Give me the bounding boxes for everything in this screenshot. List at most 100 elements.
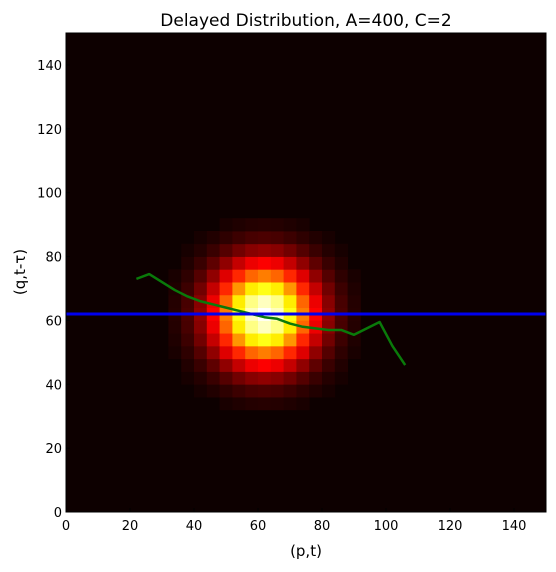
heatmap-cell (283, 218, 297, 232)
heatmap-cell (232, 371, 246, 385)
y-tick-label: 100 (37, 187, 62, 202)
plot-frame (65, 32, 547, 513)
heatmap-cell (270, 371, 284, 385)
heatmap-cell (181, 345, 195, 360)
heatmap-cell (258, 243, 272, 257)
heatmap-cell (283, 384, 297, 398)
heatmap-cell (347, 269, 361, 283)
heatmap-cell (296, 397, 310, 411)
heatmap-cell (296, 282, 310, 296)
heatmap-cell (270, 218, 284, 232)
heatmap-cell (232, 256, 246, 270)
heatmap-cell (232, 230, 246, 245)
heatmap-cell (245, 230, 259, 245)
heatmap-cell (258, 397, 272, 411)
heatmap-cell (206, 384, 220, 398)
heatmap-cell (245, 333, 259, 347)
heatmap-cell (283, 345, 297, 360)
heatmap-cell (270, 243, 284, 257)
heatmap-cell (206, 269, 220, 283)
heatmap-cell (181, 282, 195, 296)
heatmap-cell (245, 384, 259, 398)
heatmap-cell (309, 320, 323, 334)
heatmap-cell (309, 243, 323, 257)
heatmap-cell (258, 345, 272, 360)
heatmap-cell (296, 218, 310, 232)
x-tick-label: 100 (374, 519, 399, 534)
x-tick-label: 60 (250, 519, 267, 534)
heatmap-cell (245, 358, 259, 372)
heatmap-cell (232, 358, 246, 372)
heatmap-cell (347, 345, 361, 360)
x-axis: 0 20 40 60 80 100 120 140 (62, 508, 526, 534)
heatmap-cell (181, 269, 195, 283)
heatmap-cell (219, 218, 233, 232)
heatmap-cell (309, 371, 323, 385)
heatmap-cell (270, 384, 284, 398)
heatmap-cell (270, 294, 284, 309)
heatmap-cell (296, 256, 310, 270)
heatmap-cell (194, 282, 208, 296)
heatmap-cell (322, 243, 336, 257)
heatmap-cell (347, 333, 361, 347)
heatmap-cell (296, 384, 310, 398)
y-axis: 0 20 40 60 80 100 120 140 (37, 59, 70, 521)
heatmap-cell (270, 230, 284, 245)
heatmap-cell (206, 243, 220, 257)
heatmap-cell (232, 269, 246, 283)
heatmap-cell (206, 320, 220, 334)
heatmap-cell (194, 269, 208, 283)
heatmap-cell (219, 358, 233, 372)
heatmap-cell (347, 294, 361, 309)
heatmap-cell (258, 230, 272, 245)
heatmap-cell (296, 345, 310, 360)
y-tick-label: 40 (45, 378, 62, 393)
heatmap-cell (283, 294, 297, 309)
heatmap-cell (322, 230, 336, 245)
heatmap-cell (296, 243, 310, 257)
heatmap-cell (168, 294, 182, 309)
heatmap-cell (206, 230, 220, 245)
heatmap-cell (232, 384, 246, 398)
heatmap-cell (206, 358, 220, 372)
heatmap-cell (245, 218, 259, 232)
heatmap-cell (194, 243, 208, 257)
heatmap-cell (194, 333, 208, 347)
heatmap-cell (245, 397, 259, 411)
heatmap-cell (270, 345, 284, 360)
heatmap-cell (194, 384, 208, 398)
heatmap-cell (270, 269, 284, 283)
heatmap-cell (168, 269, 182, 283)
heatmap-cell (270, 333, 284, 347)
heatmap-cell (232, 218, 246, 232)
heatmap-cell (258, 384, 272, 398)
heatmap-cell (232, 345, 246, 360)
heatmap-cell (194, 358, 208, 372)
heatmap-cell (181, 243, 195, 257)
heatmap-cell (283, 333, 297, 347)
data-series-line (135, 272, 407, 366)
heatmap-cell (309, 333, 323, 347)
heatmap-cell (296, 269, 310, 283)
heatmap-cell (219, 397, 233, 411)
x-tick-label: 40 (186, 519, 203, 534)
heatmap-cell (219, 269, 233, 283)
heatmap-cell (206, 371, 220, 385)
heatmap-cell (296, 371, 310, 385)
y-tick-label: 0 (54, 506, 62, 521)
heatmap-cell (322, 371, 336, 385)
heatmap-cell (258, 333, 272, 347)
heatmap-cell (258, 358, 272, 372)
heatmap-cell (296, 230, 310, 245)
heatmap-cell (322, 384, 336, 398)
heatmap-cell (232, 294, 246, 309)
heatmap-cell (309, 269, 323, 283)
heatmap-cell (334, 345, 348, 360)
heatmap-cell (232, 333, 246, 347)
heatmap-cell (168, 345, 182, 360)
series-lines (66, 272, 546, 366)
heatmap-cell (347, 282, 361, 296)
heatmap-cell (270, 358, 284, 372)
y-axis-label: (q,t-τ) (11, 249, 29, 295)
heatmap-cell (283, 256, 297, 270)
